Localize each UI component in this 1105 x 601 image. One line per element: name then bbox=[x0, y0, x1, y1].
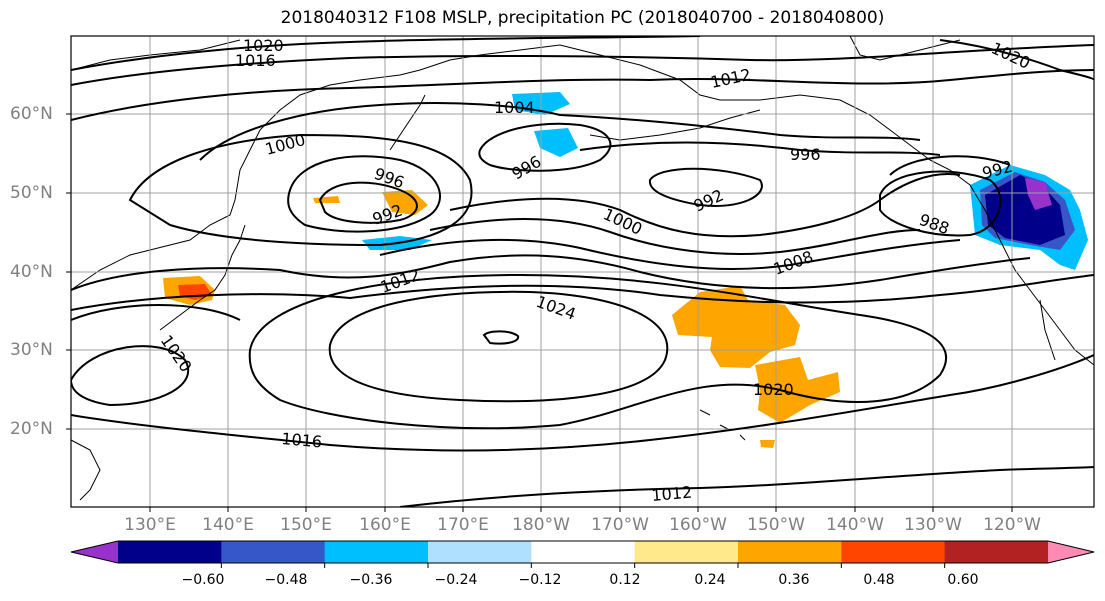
colorbar-label-6: 0.12 bbox=[609, 572, 641, 588]
isobar-1004 bbox=[199, 102, 921, 161]
isobars bbox=[71, 36, 1094, 507]
lon-label-150e: 150°E bbox=[280, 515, 332, 535]
isobar-1012-south bbox=[399, 466, 1094, 507]
coast-philippines bbox=[71, 439, 101, 501]
colorbar-label-3: −0.36 bbox=[349, 572, 393, 588]
isobar-1004-mid bbox=[429, 218, 921, 255]
isobar-1016-north bbox=[71, 44, 1094, 86]
lon-label-120w: 120°W bbox=[983, 515, 1041, 535]
isobar-1000-mid bbox=[449, 173, 961, 238]
colorbar-swatch bbox=[428, 541, 532, 563]
colorbar-swatch bbox=[221, 541, 326, 563]
isobar-996-east bbox=[579, 141, 941, 156]
lat-label-20n: 20°N bbox=[10, 419, 53, 439]
isobar-1000-ring bbox=[128, 133, 473, 247]
gridlines bbox=[71, 36, 1094, 507]
isobar-988 bbox=[879, 170, 1002, 237]
lon-label-180w: 180°W bbox=[512, 515, 570, 535]
isobar-996-bering bbox=[478, 122, 612, 172]
precip-positive-small bbox=[760, 440, 775, 448]
isobar-1024-ring bbox=[328, 290, 669, 403]
isobar-1020-sw bbox=[71, 345, 190, 407]
colorbar-swatch bbox=[118, 541, 222, 563]
lon-label-170w: 170°W bbox=[591, 515, 649, 535]
colorbar-label-1: −0.60 bbox=[181, 572, 225, 588]
colorbar bbox=[70, 540, 1095, 568]
contour-label-1016-nw: 1016 bbox=[235, 51, 276, 70]
contour-label-996-east: 996 bbox=[790, 145, 821, 164]
isobar-1012-north bbox=[71, 69, 1094, 121]
isobar-996-ring bbox=[287, 155, 441, 233]
contour-label-1020-hawaii: 1020 bbox=[753, 380, 794, 399]
coast-aleutians bbox=[589, 109, 761, 141]
contour-label-1016-south: 1016 bbox=[281, 429, 323, 451]
lat-label-40n: 40°N bbox=[10, 262, 53, 282]
contour-label-1020-nw: 1020 bbox=[243, 36, 284, 55]
axis-ticks bbox=[66, 113, 1013, 512]
coast-na-west bbox=[929, 159, 1094, 366]
contour-label-1004: 1004 bbox=[494, 98, 535, 117]
precip-positive-hawaii-north bbox=[672, 286, 800, 368]
coast-japan bbox=[159, 224, 246, 331]
colorbar-swatch bbox=[634, 541, 739, 563]
isobar-1016-mid bbox=[71, 274, 1094, 311]
precip-negative-pnw-purple bbox=[1025, 178, 1052, 210]
colorbar-label-5: −0.12 bbox=[518, 572, 562, 588]
colorbar-label-4: −0.24 bbox=[434, 572, 478, 588]
colorbar-swatch bbox=[841, 541, 946, 563]
isobar-992-pnw bbox=[889, 155, 1011, 176]
isobar-1020-ne bbox=[939, 39, 1094, 81]
colorbar-label-7: 0.24 bbox=[694, 572, 726, 588]
lon-label-170e: 170°E bbox=[437, 515, 489, 535]
colorbar-swatch bbox=[944, 541, 1049, 563]
isobar-1008 bbox=[379, 238, 961, 270]
lon-label-140e: 140°E bbox=[202, 515, 254, 535]
isobar-1020-big bbox=[248, 273, 947, 430]
lon-label-160e: 160°E bbox=[359, 515, 411, 535]
isobar-small-loop bbox=[482, 330, 520, 345]
lon-label-140w: 140°W bbox=[826, 515, 884, 535]
lon-label-130w: 130°W bbox=[904, 515, 962, 535]
isobar-992-ring bbox=[318, 181, 418, 224]
isobar-1020-ring bbox=[71, 304, 241, 321]
lat-label-30n: 30°N bbox=[10, 340, 53, 360]
coast-alaska bbox=[559, 44, 931, 161]
colorbar-swatch bbox=[324, 541, 429, 563]
colorbar-swatch bbox=[531, 541, 636, 563]
colorbar-outline bbox=[70, 540, 1095, 564]
lon-label-150w: 150°W bbox=[747, 515, 805, 535]
isobar-1012-mid bbox=[71, 254, 1031, 291]
colorbar-label-2: −0.48 bbox=[264, 572, 308, 588]
lon-label-160w: 160°W bbox=[669, 515, 727, 535]
colorbar-label-9: 0.48 bbox=[863, 572, 895, 588]
contour-label-1012-south: 1012 bbox=[651, 483, 693, 505]
colorbar-label-10: 0.60 bbox=[947, 572, 979, 588]
colorbar-extend-min bbox=[71, 541, 118, 563]
lon-label-130e: 130°E bbox=[124, 515, 176, 535]
lat-label-60n: 60°N bbox=[10, 104, 53, 124]
isobar-1016-south bbox=[71, 354, 1094, 452]
isobar-1020-north bbox=[71, 36, 701, 71]
colorbar-swatch bbox=[738, 541, 842, 563]
lat-label-50n: 50°N bbox=[10, 183, 53, 203]
colorbar-extend-max bbox=[1048, 541, 1094, 563]
map-title: 2018040312 F108 MSLP, precipitation PC (… bbox=[280, 8, 885, 28]
colorbar-label-8: 0.36 bbox=[778, 572, 810, 588]
precip-negative-bering bbox=[534, 128, 578, 157]
isobar-992-east bbox=[648, 167, 763, 207]
